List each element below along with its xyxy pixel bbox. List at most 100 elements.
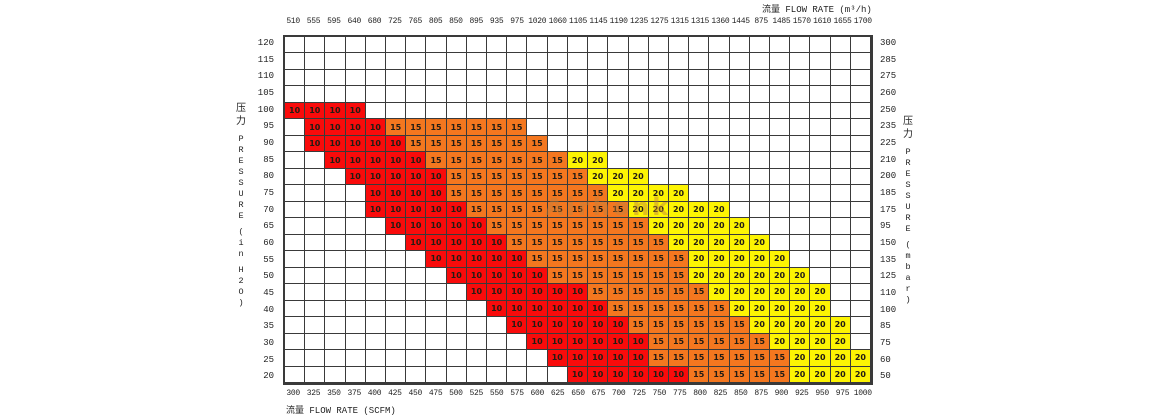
grid-cell-empty [345,333,366,351]
grid-cell-empty [830,201,851,219]
grid-cell-empty [426,300,447,318]
grid-cell-empty [507,366,528,383]
grid-cell: 10 [547,350,568,367]
grid-cell-empty [547,119,568,136]
grid-cell-empty [386,251,407,268]
grid-cell: 10 [365,168,387,186]
grid-cell: 15 [729,350,750,367]
grid-cell-empty [365,366,387,383]
grid-cell-empty [810,135,831,153]
grid-cell-empty [406,37,427,54]
grid-cell-empty [446,53,467,70]
grid-cell-empty [769,69,791,87]
grid-cell-empty [830,135,851,153]
grid-cell-empty [466,350,488,367]
grid-cell-empty [790,168,811,186]
top-tick-label: 1445 [731,17,750,26]
grid-cell-empty [628,135,649,153]
grid-cell: 15 [628,317,649,334]
grid-cell-empty [810,86,831,103]
grid-cell: 15 [507,185,528,202]
grid-cell-empty [810,119,831,136]
grid-cell: 10 [386,201,407,219]
grid-cell-empty [810,185,831,202]
grid-cell-empty [850,317,871,334]
grid-cell: 20 [729,284,750,301]
grid-cell-empty [466,53,488,70]
grid-cell: 20 [830,317,851,334]
grid-cell-empty [487,317,508,334]
grid-cell: 20 [709,267,730,285]
grid-cell-empty [285,201,306,219]
grid-cell: 15 [527,168,548,186]
bottom-tick-label: 450 [408,389,422,398]
top-axis-ticks: 510 555 595 640 680 725 765 805 850 895 935 975 1020… [283,16,873,28]
grid-cell-empty [325,366,346,383]
grid-cell-empty [487,102,508,120]
top-tick-label: 1315 [691,17,710,26]
grid-cell: 15 [547,251,568,268]
left-tick-label: 35 [263,321,274,332]
grid-cell-empty [406,333,427,351]
grid-cell-empty [406,69,427,87]
grid-cell: 20 [689,251,710,268]
bottom-tick-label: 775 [672,389,687,398]
grid-cell: 10 [507,284,528,301]
right-tick-label: 235 [880,121,897,132]
grid-cell-empty [345,234,366,252]
grid-cell-empty [406,284,427,301]
grid-cell: 20 [769,333,791,351]
grid-cell: 20 [588,168,609,186]
grid-cell-empty [567,119,589,136]
right-tick-label: 75 [880,338,891,348]
grid-cell: 15 [527,218,548,235]
grid-cell: 20 [749,317,770,334]
grid-cell-empty [406,350,427,367]
grid-cell-empty [850,201,871,219]
grid-cell-empty [426,317,447,334]
grid-cell-empty [285,284,306,301]
grid-cell-empty [325,86,346,103]
grid-cell-empty [729,37,750,54]
grid-cell: 15 [466,168,488,186]
grid-cell-empty [365,300,387,318]
grid-cell-empty [446,284,467,301]
grid-cell-empty [426,53,447,70]
grid-cell-empty [547,102,568,120]
grid-cell-empty [345,69,366,87]
grid-cell: 15 [466,201,488,219]
grid-cell-empty [769,102,791,120]
grid-cell: 10 [365,119,387,136]
grid-cell-empty [365,102,387,120]
grid-cell: 15 [668,284,690,301]
grid-cell-empty [285,317,306,334]
grid-cell: 20 [689,201,710,219]
grid-cell: 20 [668,234,690,252]
grid-cell-empty [547,86,568,103]
top-tick-label: 510 [286,17,300,26]
grid-cell-empty [709,69,730,87]
grid-cell-empty [547,37,568,54]
grid-cell: 15 [608,251,629,268]
grid-cell: 10 [567,300,589,318]
bottom-tick-label: 850 [733,389,748,398]
top-tick-label: 555 [306,17,321,26]
grid-cell-empty [547,53,568,70]
top-tick-label: 1360 [711,17,730,26]
grid-cell-empty [749,119,770,136]
grid-cell-empty [527,86,548,103]
grid-cell-empty [305,152,326,169]
grid-cell: 10 [406,218,427,235]
grid-cell: 20 [668,218,690,235]
grid-cell-empty [365,350,387,367]
grid-cell: 10 [507,300,528,318]
grid-cell-empty [507,333,528,351]
grid-cell: 20 [749,234,770,252]
grid-cell-empty [386,234,407,252]
bottom-tick-label: 925 [795,389,809,398]
grid-cell: 15 [689,333,710,351]
grid-cell-empty [810,251,831,268]
grid-cell: 20 [608,168,629,186]
grid-cell: 10 [345,135,366,153]
grid-cell-empty [386,69,407,87]
